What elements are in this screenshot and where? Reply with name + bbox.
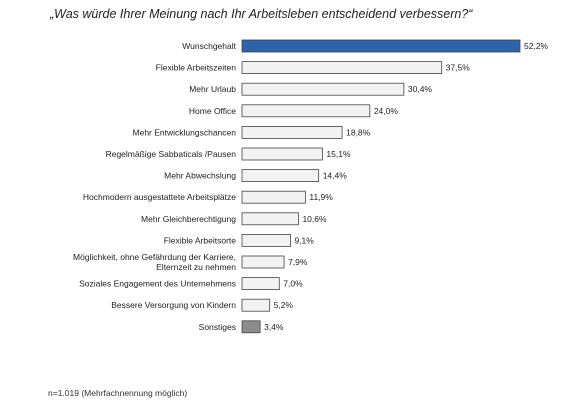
chart-title: „Was würde Ihrer Meinung nach Ihr Arbeit… [50,7,473,21]
bar-sonstiges [241,320,261,334]
category-label-mehr-urlaub: Mehr Urlaub [189,84,236,94]
category-label-flexible-arbeitszeiten: Flexible Arbeitszeiten [156,63,237,73]
value-label-moeglichkeit-ohne-gefaehrdung-der-karriere-elternzeit-zu-nehmen: 7,9% [288,257,308,267]
category-label-soziales-engagement-des-unternehmens: Soziales Engagement des Unternehmens [79,279,236,289]
bar-soziales-engagement-des-unternehmens [241,277,280,291]
category-label-flexible-arbeitsorte: Flexible Arbeitsorte [164,235,237,245]
value-label-flexible-arbeitsorte: 9,1% [294,235,314,245]
category-label-hochmodern-ausgestattete-arbeitsplaetze: Hochmodern ausgestattete Arbeitsplätze [83,192,236,202]
bar-wunschgehalt [241,39,521,53]
value-label-sonstiges: 3,4% [264,322,284,332]
value-label-hochmodern-ausgestattete-arbeitsplaetze: 11,9% [309,192,333,202]
category-label-regelmaessige-sabbaticals-pausen: Regelmäßige Sabbaticals /Pausen [106,149,237,159]
bar-hochmodern-ausgestattete-arbeitsplaetze [241,190,306,204]
bar-mehr-entwicklungschancen [241,126,343,139]
value-label-wunschgehalt: 52,2% [524,41,549,51]
value-label-mehr-urlaub: 30,4% [408,84,433,94]
value-label-home-office: 24,0% [374,106,399,116]
category-label-mehr-abwechslung: Mehr Abwechslung [164,171,236,181]
category-label-mehr-entwicklungschancen: Mehr Entwicklungschancen [133,127,237,137]
bar-chart: Wunschgehalt 52,2% Flexible Arbeitszeiten 3… [73,39,549,334]
category-label-moeglichkeit-ohne-gefaehrdung-der-karriere-elternzeit-zu-nehmen: Möglichkeit, ohne Gefährdung der Karrier… [73,252,236,272]
bar-moeglichkeit-ohne-gefaehrdung-der-karriere-elternzeit-zu-nehmen [241,255,285,269]
category-label-home-office: Home Office [189,106,236,116]
category-label-bessere-versorgung-von-kindern: Bessere Versorgung von Kindern [111,300,236,310]
value-label-soziales-engagement-des-unternehmens: 7,0% [283,279,303,289]
bar-flexible-arbeitszeiten [241,61,443,74]
bar-mehr-abwechslung [241,169,320,183]
bar-regelmaessige-sabbaticals-pausen [241,147,323,161]
bar-flexible-arbeitsorte [241,233,291,247]
bar-mehr-gleichberechtigung [241,212,299,226]
category-label-wunschgehalt: Wunschgehalt [182,41,236,51]
value-label-regelmaessige-sabbaticals-pausen: 15,1% [326,149,351,159]
bar-mehr-urlaub [241,82,405,96]
category-label-sonstiges: Sonstiges [199,322,236,332]
sample-note: n=1.019 (Mehrfachnennung möglich) [48,388,188,398]
value-label-flexible-arbeitszeiten: 37,5% [446,63,471,73]
value-label-mehr-gleichberechtigung: 10,6% [302,214,327,224]
value-label-mehr-abwechslung: 14,4% [323,171,348,181]
bar-home-office [241,104,371,118]
value-label-bessere-versorgung-von-kindern: 5,2% [274,300,294,310]
value-label-mehr-entwicklungschancen: 18,8% [346,127,371,137]
bar-bessere-versorgung-von-kindern [241,298,271,312]
category-label-mehr-gleichberechtigung: Mehr Gleichberechtigung [141,214,236,224]
